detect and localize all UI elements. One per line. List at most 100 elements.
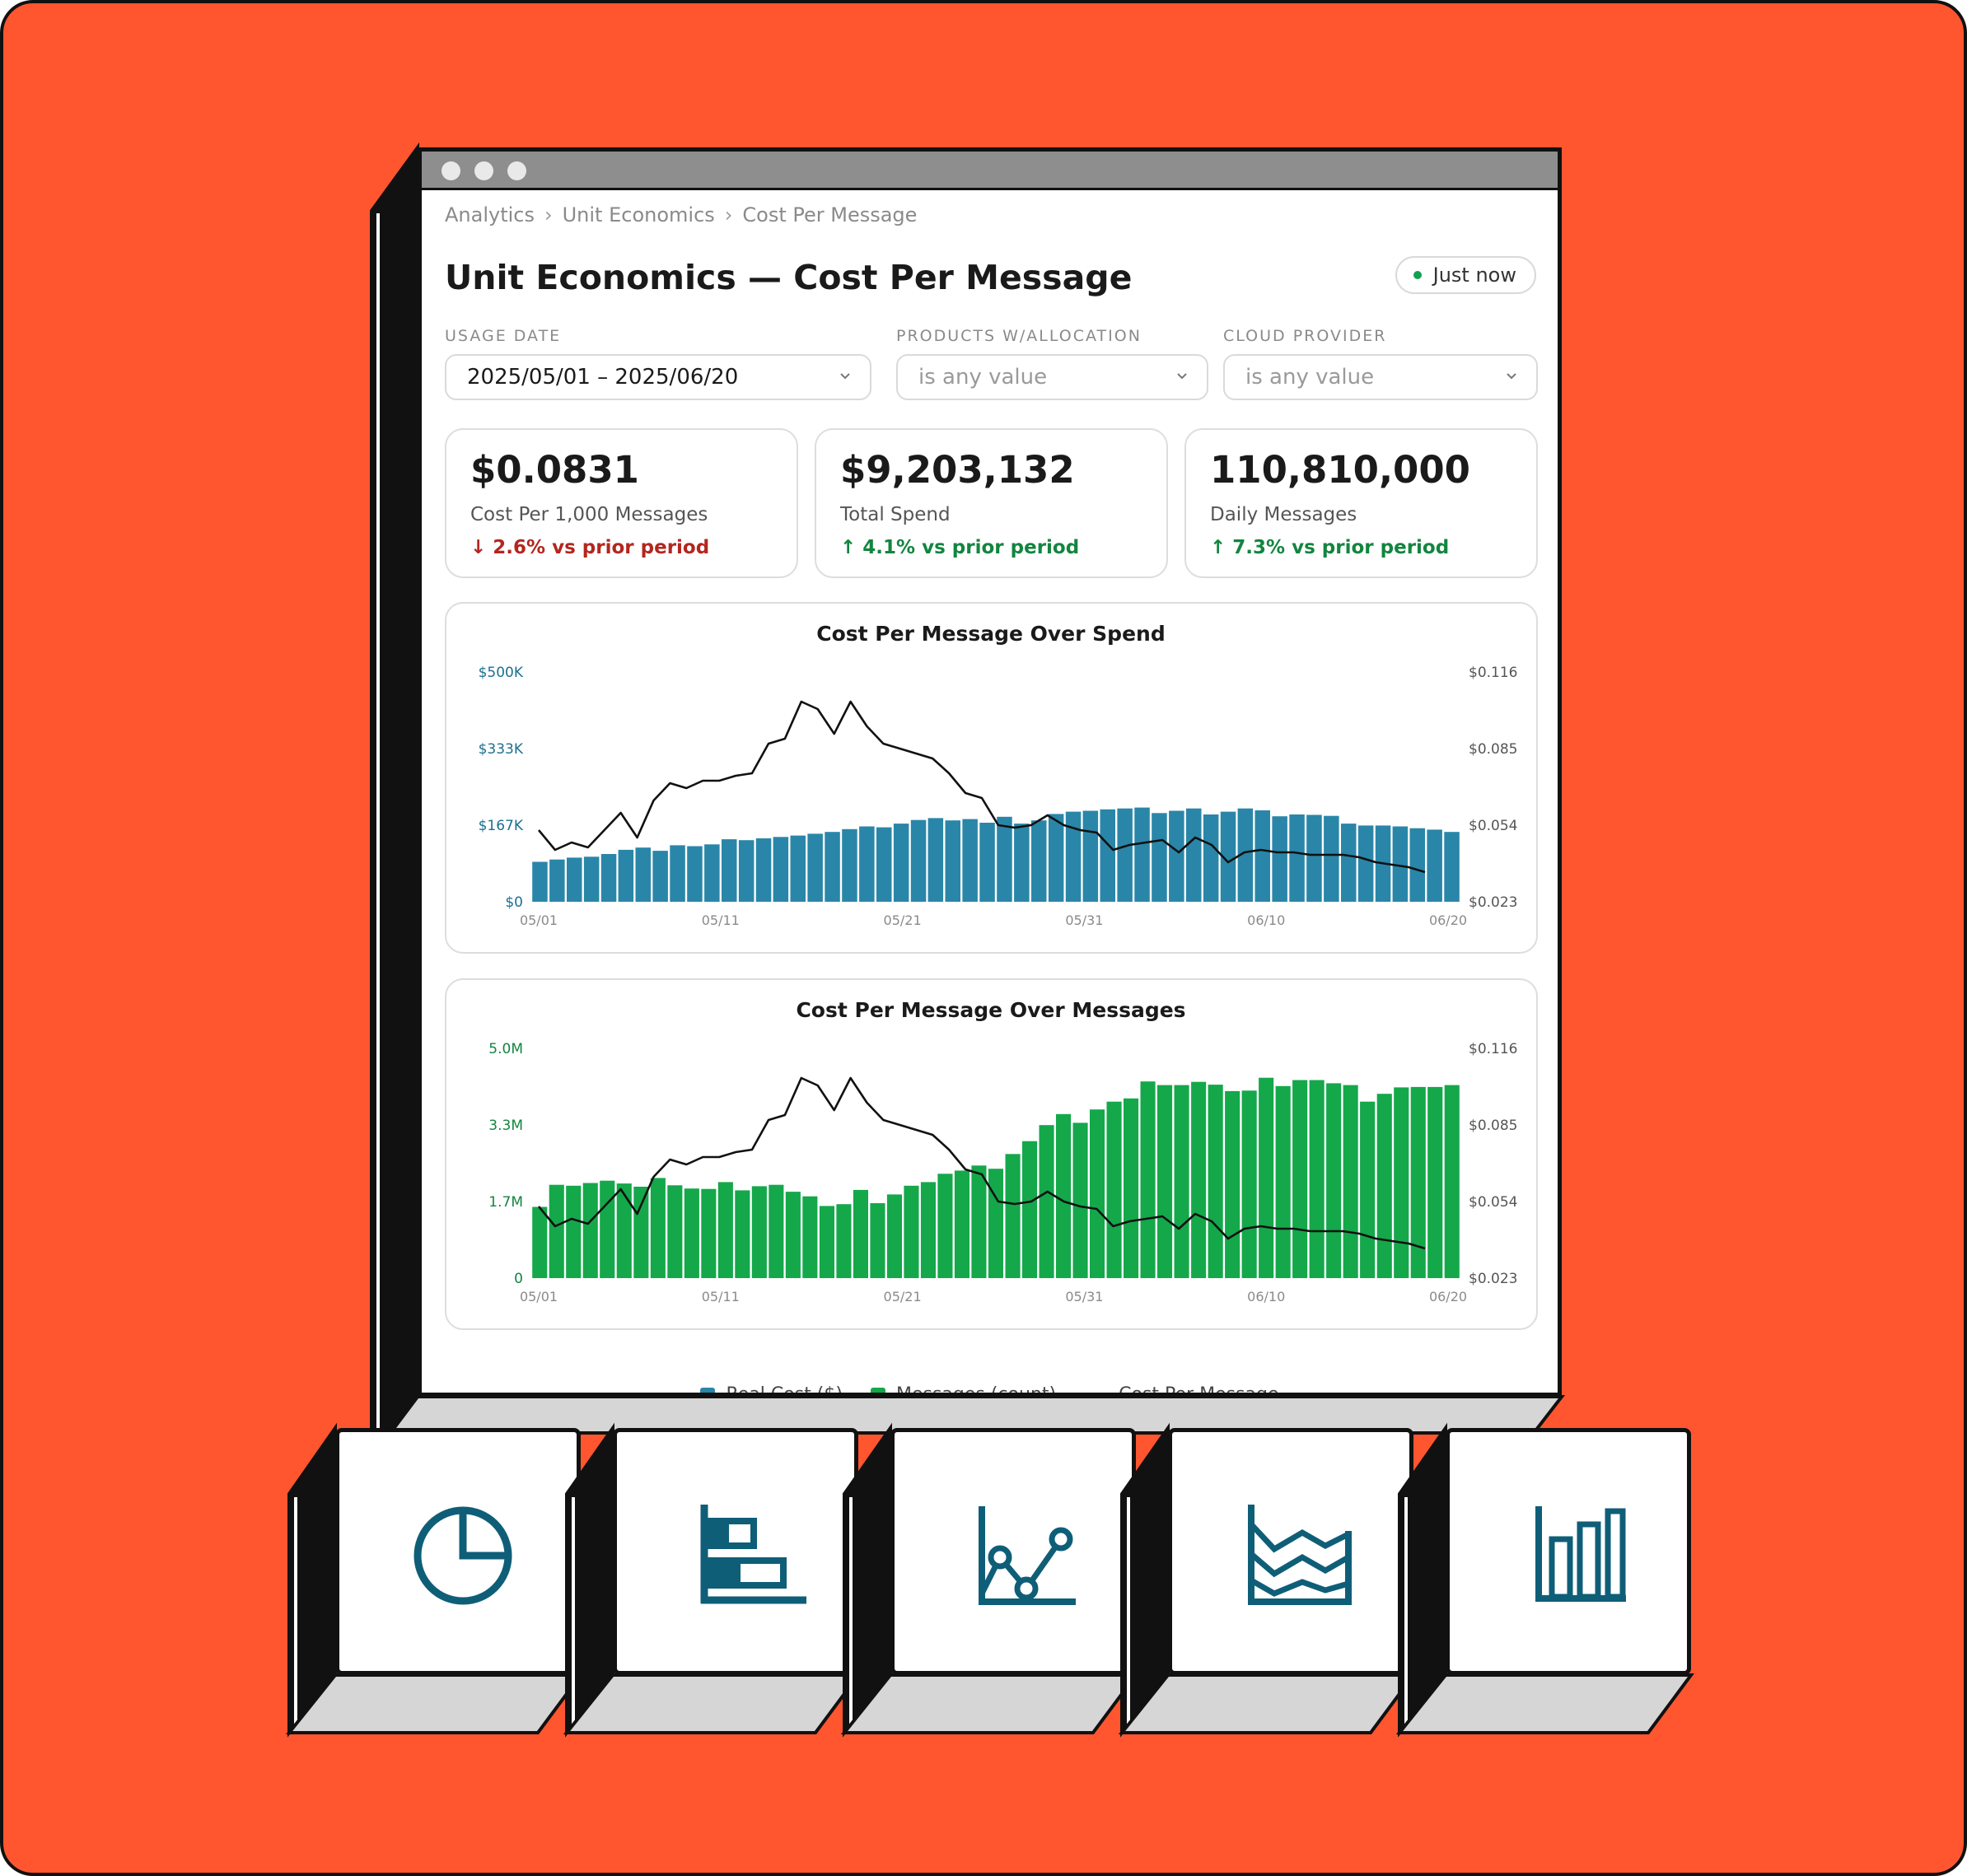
window-close-dot[interactable]: [442, 161, 460, 180]
chart-bar: [979, 823, 995, 902]
chart-bar: [1392, 826, 1409, 902]
cost-per-message-line: [537, 700, 1426, 874]
x-axis-tick: 06/10: [1247, 1289, 1285, 1304]
chart-bar: [802, 1196, 818, 1278]
chart-bar: [549, 859, 565, 902]
chart-bar: [819, 1206, 834, 1278]
chart-bar: [971, 1165, 987, 1278]
chart-bar: [1140, 1081, 1156, 1278]
chart-bar: [1376, 1094, 1392, 1278]
chart-bar: [1360, 1101, 1376, 1278]
arrow-up-icon: ↑: [1210, 537, 1226, 558]
x-axis-tick: 06/20: [1429, 912, 1467, 928]
cloud-provider-select[interactable]: is any value: [1223, 354, 1538, 400]
x-axis-tick: 05/31: [1065, 1289, 1103, 1304]
arrow-down-icon: ↓: [470, 537, 487, 558]
line-chart-icon: [979, 1506, 1076, 1605]
chart-bar: [886, 1194, 902, 1278]
chart-bar: [1082, 810, 1099, 902]
chart-title: Cost Per Message Over Messages: [796, 998, 1185, 1022]
arrow-up-icon: ↑: [840, 537, 857, 558]
chart-bar: [722, 839, 737, 902]
chart-bar: [652, 851, 668, 902]
chart-bar: [701, 1188, 717, 1278]
bar-chart-icon: [1535, 1506, 1626, 1602]
right-axis-tick: $0.116: [1469, 665, 1517, 681]
window-minimize-dot[interactable]: [474, 161, 493, 180]
chart-bar: [583, 856, 600, 902]
chart-cost-per-message-over-messages: Cost Per Message Over Messages 5.0M 3.3M 1.…: [488, 998, 1517, 1304]
chart-bar: [1427, 829, 1442, 902]
tile-bar-chart[interactable]: [1446, 1428, 1691, 1675]
chart-bar: [755, 838, 772, 902]
chart-bar: [735, 1190, 750, 1278]
kpi-label: Cost Per 1,000 Messages: [470, 504, 708, 525]
right-axis-tick: $0.085: [1469, 741, 1517, 758]
chart-bar: [1292, 1080, 1308, 1278]
chart-bar: [825, 832, 840, 902]
kpi-label: Total Spend: [840, 504, 951, 525]
chart-bar: [893, 824, 909, 902]
chart-bar: [962, 819, 978, 902]
legend-item-messages[interactable]: Messages (count): [870, 1384, 1057, 1397]
legend-label: Messages (count): [895, 1384, 1057, 1397]
chart-bar: [773, 837, 789, 902]
window-maximize-dot[interactable]: [507, 161, 526, 180]
chart-bar: [920, 1182, 936, 1278]
legend-swatch-blue: [700, 1387, 716, 1393]
right-axis-tick: $0.085: [1469, 1118, 1517, 1134]
chart-bar: [1225, 1090, 1240, 1278]
pie-chart-icon: [413, 1506, 512, 1605]
right-axis-tick: $0.054: [1469, 818, 1517, 834]
chart-bar: [738, 840, 755, 902]
chart-bar: [1272, 816, 1287, 902]
legend-label: Cost Per Message: [1119, 1384, 1279, 1397]
page-title: Unit Economics — Cost Per Message: [445, 258, 1133, 297]
tile-pie-chart[interactable]: [335, 1428, 581, 1675]
chart-bar: [1117, 808, 1133, 902]
chart-bar: [667, 1185, 683, 1278]
chart-bar: [600, 1180, 615, 1278]
chart-bar: [1357, 825, 1374, 902]
status-badge: Just now: [1395, 256, 1536, 294]
legend-item-cost-per-message[interactable]: Cost Per Message: [1084, 1384, 1279, 1397]
chart-bar: [1409, 828, 1425, 902]
chart-bar: [842, 828, 857, 902]
legend-swatch-line: [1084, 1393, 1107, 1396]
kpi-value: $0.0831: [470, 448, 639, 492]
tile-line-chart[interactable]: [890, 1428, 1136, 1675]
chart-bar: [927, 818, 944, 902]
chart-bar: [1394, 1087, 1409, 1278]
breadcrumb-analytics[interactable]: Analytics: [445, 203, 535, 226]
chart-bar: [1005, 1154, 1021, 1278]
chart-bar: [945, 820, 960, 902]
chevron-down-icon: [1507, 373, 1516, 380]
kpi-label: Daily Messages: [1210, 504, 1357, 525]
products-allocation-select[interactable]: is any value: [896, 354, 1208, 400]
chart-bar: [1241, 1090, 1257, 1278]
chart-cost-per-message-over-spend: Cost Per Message Over Spend $500K $333K $16…: [479, 622, 1518, 928]
usage-date-select[interactable]: 2025/05/01 – 2025/06/20: [445, 354, 871, 400]
chart-bar: [1065, 811, 1082, 902]
chart-bar: [1275, 1085, 1291, 1278]
chart-card-spend: Cost Per Message Over Spend $500K $333K $16…: [445, 602, 1538, 954]
chart-bar: [769, 1184, 784, 1278]
right-axis-tick: $0.054: [1469, 1194, 1517, 1211]
chart-bar: [1134, 807, 1150, 902]
chart-bar: [1341, 824, 1357, 902]
tile-horizontal-bar-chart[interactable]: [613, 1428, 858, 1675]
breadcrumb-separator: ›: [544, 203, 553, 226]
status-text: Just now: [1432, 264, 1516, 287]
chart-bar: [1343, 1085, 1358, 1278]
tile-area-chart[interactable]: [1168, 1428, 1413, 1675]
chart-bar: [1157, 1085, 1173, 1278]
legend-item-real-cost[interactable]: Real Cost ($): [700, 1384, 843, 1393]
chart-bar: [1031, 820, 1047, 902]
left-axis-tick: 0: [514, 1271, 523, 1287]
chart-bar: [704, 844, 720, 903]
chart-card-messages: Cost Per Message Over Messages 5.0M 3.3M 1.…: [445, 978, 1538, 1330]
chart-bar: [566, 1185, 582, 1278]
x-axis-tick: 05/11: [702, 912, 740, 928]
breadcrumb-unit-economics[interactable]: Unit Economics: [562, 203, 715, 226]
x-axis-tick: 05/01: [520, 1289, 558, 1304]
